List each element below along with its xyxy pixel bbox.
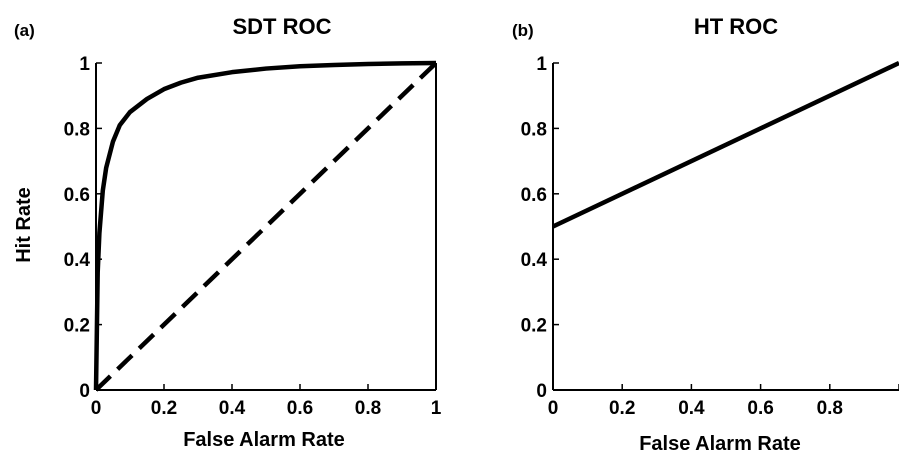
panel-a-y-tick-label: 0	[79, 381, 90, 402]
panel-b-letter: (b)	[512, 21, 534, 40]
panel-a-y-tick-label: 0.4	[64, 250, 91, 271]
panel-a-y-tick-label: 1	[79, 54, 90, 75]
panel-a-y-tick-label: 0.6	[64, 185, 90, 206]
panel-b-plot-area: 0 0.2 0.4 0.6 0.8 1 0 0.2 0.4 0.6 0.8	[521, 54, 899, 419]
panel-b-y-tick-label: 0.4	[521, 250, 548, 271]
panel-a-x-tick-label: 0.4	[219, 398, 246, 419]
panel-a-y-tick-label: 0.2	[64, 316, 90, 337]
panel-a-plot-area: 0 0.2 0.4 0.6 0.8 1 0 0.2 0.4 0.6 0.8 1	[64, 54, 442, 419]
panel-a-x-tick-label: 0.2	[151, 398, 177, 419]
panel-a-x-tick-label: 0.6	[287, 398, 313, 419]
panel-b-series-roc-curve	[552, 60, 899, 229]
panel-b-x-tick-label: 0.4	[678, 398, 705, 419]
panel-a-y-tick-label: 0.8	[64, 119, 90, 140]
panel-a-x-axis-label: False Alarm Rate	[183, 429, 345, 451]
panel-b-y-tick-label: 0.2	[521, 316, 547, 337]
panel-a-x-tick-label: 0	[91, 398, 102, 419]
panel-b-x-tick-label: 0.6	[747, 398, 773, 419]
panel-a-y-axis-label: Hit Rate	[13, 187, 35, 263]
panel-a-x-tick-label: 0.8	[355, 398, 381, 419]
panel-a-letter: (a)	[14, 21, 35, 40]
panel-b-x-axis-label: False Alarm Rate	[639, 433, 801, 455]
panel-b-y-tick-label: 0.8	[521, 119, 547, 140]
panel-a-series-chance-line	[94, 61, 438, 392]
panel-b-title: HT ROC	[694, 14, 778, 39]
panel-a-x-tick-label: 1	[431, 398, 442, 419]
panel-b-y-tick-label: 0	[536, 381, 547, 402]
panel-a-series-roc-curve	[93, 60, 437, 391]
panel-b-x-tick-label: 0.2	[609, 398, 635, 419]
panel-b-y-tick-label: 0.6	[521, 185, 547, 206]
panel-b-x-tick-label: 0	[548, 398, 559, 419]
panel-b: (b) HT ROC False Alarm Rate 0 0.2 0.4 0.6 0.…	[512, 14, 899, 455]
panel-b-x-tick-label: 0.8	[817, 398, 843, 419]
panel-a-title: SDT ROC	[233, 14, 332, 39]
panel-a: (a) SDT ROC Hit Rate False Alarm Rate 00…	[13, 14, 442, 451]
panel-b-y-tick-label: 1	[536, 54, 547, 75]
